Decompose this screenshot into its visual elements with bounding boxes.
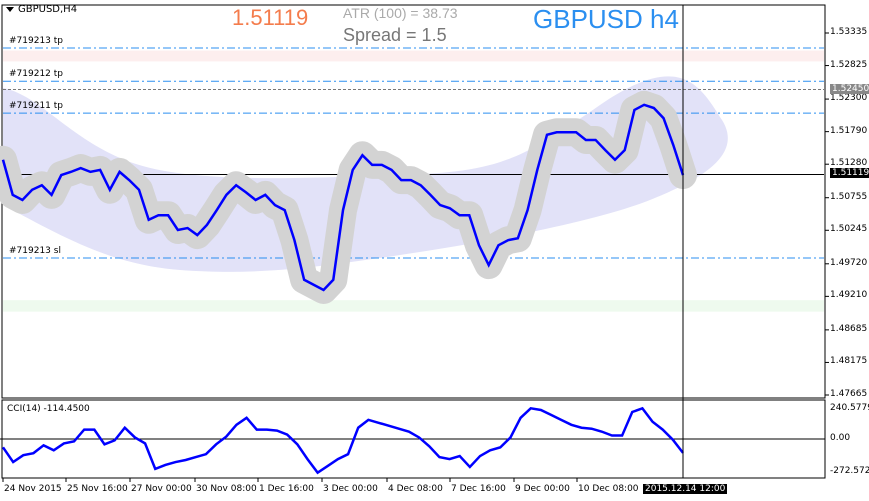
dropdown-triangle-icon[interactable] [6, 6, 14, 12]
time-axis-label: 30 Nov 08:00 [196, 484, 257, 494]
sl-zone [3, 300, 824, 312]
order-label: #719211 tp [9, 101, 63, 112]
time-axis-label: 25 Nov 16:00 [67, 484, 128, 494]
price-line [1, 103, 685, 292]
price-axis-label: 1.50755 [830, 191, 868, 202]
time-axis-label: 4 Dec 08:00 [388, 484, 443, 494]
price-axis-label: 1.51280 [830, 158, 868, 169]
cci-axis-label-zero: 0.00 [830, 433, 851, 443]
atr-readout: ATR (100) = 38.73 [343, 5, 458, 21]
price-axis-label: 1.53335 [830, 27, 868, 37]
order-label: #719212 tp [9, 69, 63, 80]
price-axis-label: 1.52300 [830, 93, 868, 104]
bid-price: 1.51119 [232, 5, 309, 30]
price-axis-label: 1.47665 [830, 389, 868, 399]
chart-title[interactable]: GBPUSD,H4 [6, 4, 77, 15]
time-axis-label: 9 Dec 00:00 [515, 484, 570, 494]
cci-axis-label-max: 240.5779 [830, 403, 869, 413]
price-axis-label: 1.50245 [830, 224, 868, 235]
cci-line [1, 406, 684, 475]
symbol-label: GBPUSD h4 [533, 4, 679, 34]
price-axis-label: 1.52825 [830, 59, 868, 70]
bid-price-tag: 1.51119 [830, 168, 869, 179]
price-axis-label: 1.49210 [830, 290, 868, 301]
price-axis-label: 1.51790 [830, 125, 868, 136]
time-axis-label: 24 Nov 2015 [4, 484, 62, 494]
time-axis-label: 27 Nov 00:00 [131, 484, 192, 494]
tp-zone [3, 50, 824, 62]
price-axis-label: 1.48175 [830, 356, 868, 367]
time-axis-label: 1 Dec 16:00 [259, 484, 314, 494]
order-label: #719213 sl [9, 246, 61, 257]
price-axis-label: 1.49720 [830, 257, 868, 268]
spread-readout: Spread = 1.5 [343, 25, 447, 45]
crosshair-time-label: 2015.12.14 12:00 [643, 484, 728, 494]
cci-title: CCI(14) -114.4500 [7, 404, 90, 414]
ask-price-tag: 1.52450 [830, 83, 869, 94]
time-axis-label: 3 Dec 00:00 [323, 484, 378, 494]
time-axis-label: 10 Dec 08:00 [578, 484, 639, 494]
time-axis-label: 7 Dec 16:00 [451, 484, 506, 494]
price-axis-label: 1.48685 [830, 323, 868, 334]
order-label: #719213 tp [9, 36, 63, 46]
